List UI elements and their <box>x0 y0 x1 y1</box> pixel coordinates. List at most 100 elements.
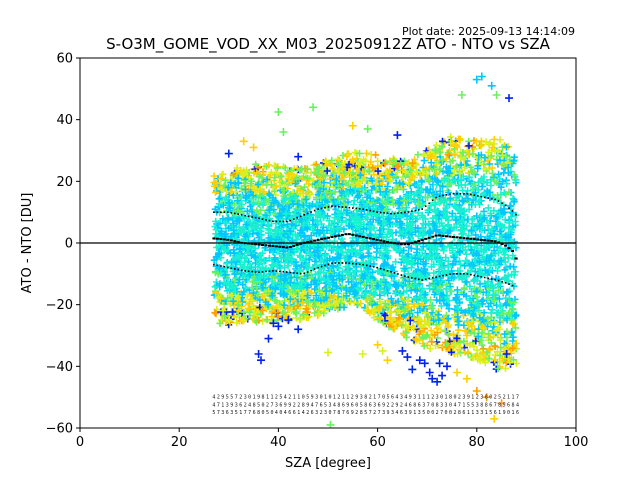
mean-marker <box>483 239 487 242</box>
mean-marker <box>479 238 483 241</box>
mean-marker <box>313 239 317 242</box>
scatter-point <box>372 151 380 159</box>
bin-count: 8 <box>413 402 416 408</box>
bin-count: 6 <box>391 395 394 401</box>
bin-count: 4 <box>275 410 278 416</box>
bin-count: 0 <box>507 410 510 416</box>
lower-bound-marker <box>466 273 469 275</box>
lower-bound-marker <box>338 262 340 264</box>
scatter-point <box>350 197 358 205</box>
bin-count: 7 <box>244 410 247 416</box>
mean-marker <box>347 233 351 236</box>
mean-marker <box>302 241 306 244</box>
lower-bound-marker <box>390 271 392 273</box>
bin-count: 0 <box>449 402 452 408</box>
y-axis-label: ATO - NTO [DU] <box>20 193 35 294</box>
lower-bound-marker <box>497 279 500 282</box>
bin-count: 3 <box>235 402 238 408</box>
y-tick-label: 60 <box>56 52 73 67</box>
bin-count: 5 <box>324 402 327 408</box>
upper-bound-marker <box>223 211 226 213</box>
bin-count: 6 <box>279 402 282 408</box>
scatter-point <box>496 136 504 144</box>
mean-marker <box>226 238 230 241</box>
bin-count: 1 <box>485 410 488 416</box>
lower-bound-marker <box>355 263 358 265</box>
mean-marker <box>368 237 372 240</box>
bin-count: 4 <box>453 402 456 408</box>
bin-count: 7 <box>270 402 273 408</box>
bin-count: 8 <box>485 402 488 408</box>
mean-marker <box>330 236 334 238</box>
bin-count: 0 <box>261 410 264 416</box>
lower-bound-marker <box>268 270 271 272</box>
bin-count: 7 <box>427 402 430 408</box>
mean-marker <box>323 237 327 240</box>
mean-marker <box>333 235 337 238</box>
upper-bound-marker <box>313 209 316 212</box>
mean-marker <box>309 240 313 243</box>
bin-count: 4 <box>284 395 287 401</box>
upper-bound-marker <box>282 220 285 223</box>
lower-bound-marker <box>386 270 389 272</box>
mean-marker <box>420 238 424 241</box>
mean-marker <box>441 234 445 237</box>
chart-title: S-O3M_GOME_VOD_XX_M03_20250912Z ATO - NT… <box>106 35 551 54</box>
bin-count: 3 <box>422 402 425 408</box>
outlier-point <box>294 152 303 161</box>
upper-bound-marker <box>435 196 437 199</box>
scatter-point <box>212 310 220 318</box>
bin-count: 5 <box>364 410 367 416</box>
mean-marker <box>493 240 497 243</box>
bin-count: 9 <box>311 395 314 401</box>
lower-bound-marker <box>299 272 302 275</box>
upper-bound-marker <box>431 199 434 202</box>
lower-bound-marker <box>456 273 458 275</box>
x-axis-label: SZA [degree] <box>285 456 371 471</box>
lower-bound-marker <box>265 270 267 273</box>
mean-marker <box>393 242 396 245</box>
bin-count: 5 <box>471 402 474 408</box>
lower-bound-marker <box>400 274 403 276</box>
lower-bound-marker <box>483 276 486 279</box>
upper-bound-marker <box>418 209 420 211</box>
lower-bound-marker <box>331 262 333 265</box>
upper-bound-marker <box>414 209 417 212</box>
upper-bound-marker <box>466 193 469 195</box>
upper-bound-marker <box>296 216 298 219</box>
outlier-point <box>462 374 471 383</box>
upper-bound-marker <box>268 219 271 222</box>
lower-bound-marker <box>407 276 410 278</box>
bin-count: 6 <box>253 410 256 416</box>
bin-count: 1 <box>293 395 296 401</box>
scatter-point <box>311 285 319 293</box>
lower-bound-marker <box>282 271 285 273</box>
outlier-point <box>224 149 233 158</box>
bin-count: 6 <box>346 410 349 416</box>
bin-count: 2 <box>337 395 340 401</box>
lower-bound-marker <box>251 270 253 273</box>
mean-marker <box>389 241 393 244</box>
bin-count: 2 <box>386 402 389 408</box>
upper-bound-marker <box>473 194 476 196</box>
bin-count: 9 <box>386 410 389 416</box>
scatter-point <box>427 327 435 335</box>
outlier-point <box>492 91 501 99</box>
upper-bound-marker <box>393 212 396 215</box>
bin-count: 7 <box>516 395 519 401</box>
scatter-points <box>210 133 520 373</box>
bin-count: 8 <box>337 410 340 416</box>
lower-bound-marker <box>511 284 514 287</box>
bin-count: 5 <box>360 402 363 408</box>
lower-bound-marker <box>442 274 444 277</box>
upper-bound-marker <box>480 195 483 198</box>
mean-marker <box>261 244 264 246</box>
bin-count: 4 <box>212 395 215 401</box>
mean-marker <box>229 239 233 242</box>
upper-bound-marker <box>317 208 319 210</box>
outlier-point <box>383 356 392 365</box>
lower-bound-marker <box>421 279 423 281</box>
mean-marker <box>465 237 469 240</box>
bin-count: 1 <box>221 402 224 408</box>
